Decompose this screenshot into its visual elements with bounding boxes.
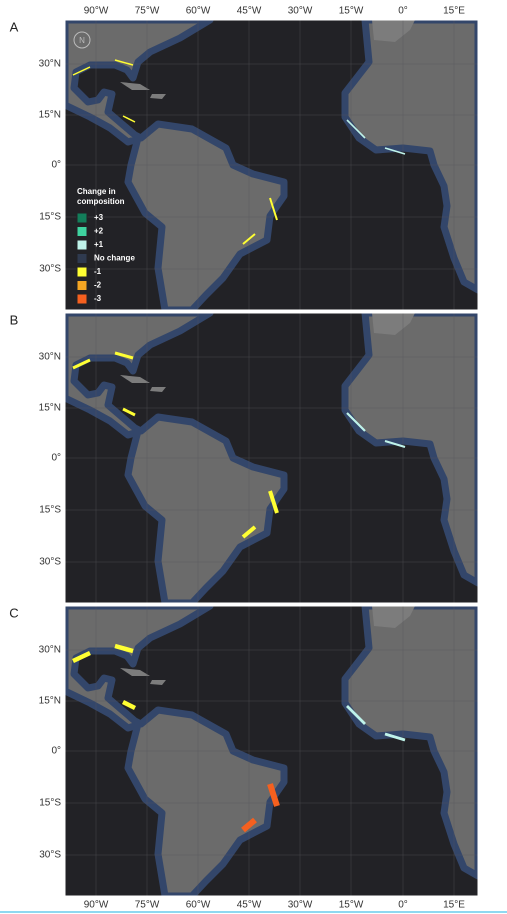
compass-label: N	[79, 36, 85, 45]
y-tick-label: 30°N	[39, 645, 61, 656]
coast-change	[346, 119, 406, 155]
legend-label: +2	[94, 227, 104, 236]
y-tick-label: 0°	[51, 453, 61, 464]
y-tick-label: 15°S	[39, 798, 61, 809]
legend-swatch	[76, 280, 88, 291]
y-tick-label: 30°S	[39, 264, 61, 275]
coast-change	[241, 783, 280, 833]
coast-change	[72, 59, 136, 123]
legend-label: +3	[94, 213, 104, 222]
panel-frame	[64, 312, 479, 604]
x-tick-label-top: 30°W	[288, 6, 313, 17]
x-tick-label-top: 0°	[398, 6, 408, 17]
panel-frame	[64, 605, 479, 897]
y-tick-label: 15°N	[39, 696, 61, 707]
panel-label: A	[10, 19, 19, 34]
x-tick-label-bottom: 60°W	[186, 900, 211, 911]
legend-swatch	[76, 226, 88, 237]
legend-swatch	[76, 239, 88, 251]
y-tick-label: 30°N	[39, 59, 61, 70]
map-panel	[65, 606, 478, 896]
legend-swatch	[76, 212, 88, 224]
x-tick-label-bottom: 0°	[398, 900, 408, 911]
y-tick-label: 0°	[51, 160, 61, 171]
legend-label: +1	[94, 240, 104, 249]
x-tick-label-top: 15°W	[339, 6, 364, 17]
legend-label: No change	[94, 254, 135, 263]
coast-change	[72, 643, 137, 711]
legend-title: Change in composition	[77, 187, 125, 206]
coast-change	[241, 490, 279, 539]
panel-frame	[64, 19, 479, 311]
y-tick-label: 0°	[51, 746, 61, 757]
coast-change	[346, 412, 406, 449]
legend-swatch	[76, 293, 88, 305]
y-tick-label: 30°S	[39, 850, 61, 861]
x-tick-label-top: 90°W	[84, 6, 109, 17]
x-tick-label-top: 75°W	[135, 6, 160, 17]
panel-label: B	[10, 312, 19, 327]
coast-change	[242, 197, 278, 245]
y-tick-label: 15°N	[39, 403, 61, 414]
legend-label: -3	[94, 294, 102, 303]
y-tick-label: 30°N	[39, 352, 61, 363]
x-tick-label-top: 45°W	[237, 6, 262, 17]
y-tick-label: 30°S	[39, 557, 61, 568]
y-tick-label: 15°S	[39, 212, 61, 223]
legend-swatch	[76, 266, 88, 278]
x-tick-label-bottom: 45°W	[237, 900, 262, 911]
x-tick-label-top: 15°E	[443, 6, 465, 17]
legend-swatch	[76, 253, 88, 264]
x-tick-label-top: 60°W	[186, 6, 211, 17]
map-panel	[65, 313, 478, 603]
panel-label: C	[9, 605, 18, 620]
y-tick-label: 15°N	[39, 110, 61, 121]
legend-label: -2	[94, 281, 102, 290]
x-tick-label-bottom: 15°W	[339, 900, 364, 911]
map-panel	[65, 20, 478, 310]
x-tick-label-bottom: 30°W	[288, 900, 313, 911]
x-tick-label-bottom: 75°W	[135, 900, 160, 911]
legend-label: -1	[94, 267, 102, 276]
x-tick-label-bottom: 90°W	[84, 900, 109, 911]
compass	[73, 31, 91, 49]
coast-change	[346, 705, 406, 742]
x-tick-label-bottom: 15°E	[443, 900, 465, 911]
y-tick-label: 15°S	[39, 505, 61, 516]
coast-change	[72, 351, 136, 417]
